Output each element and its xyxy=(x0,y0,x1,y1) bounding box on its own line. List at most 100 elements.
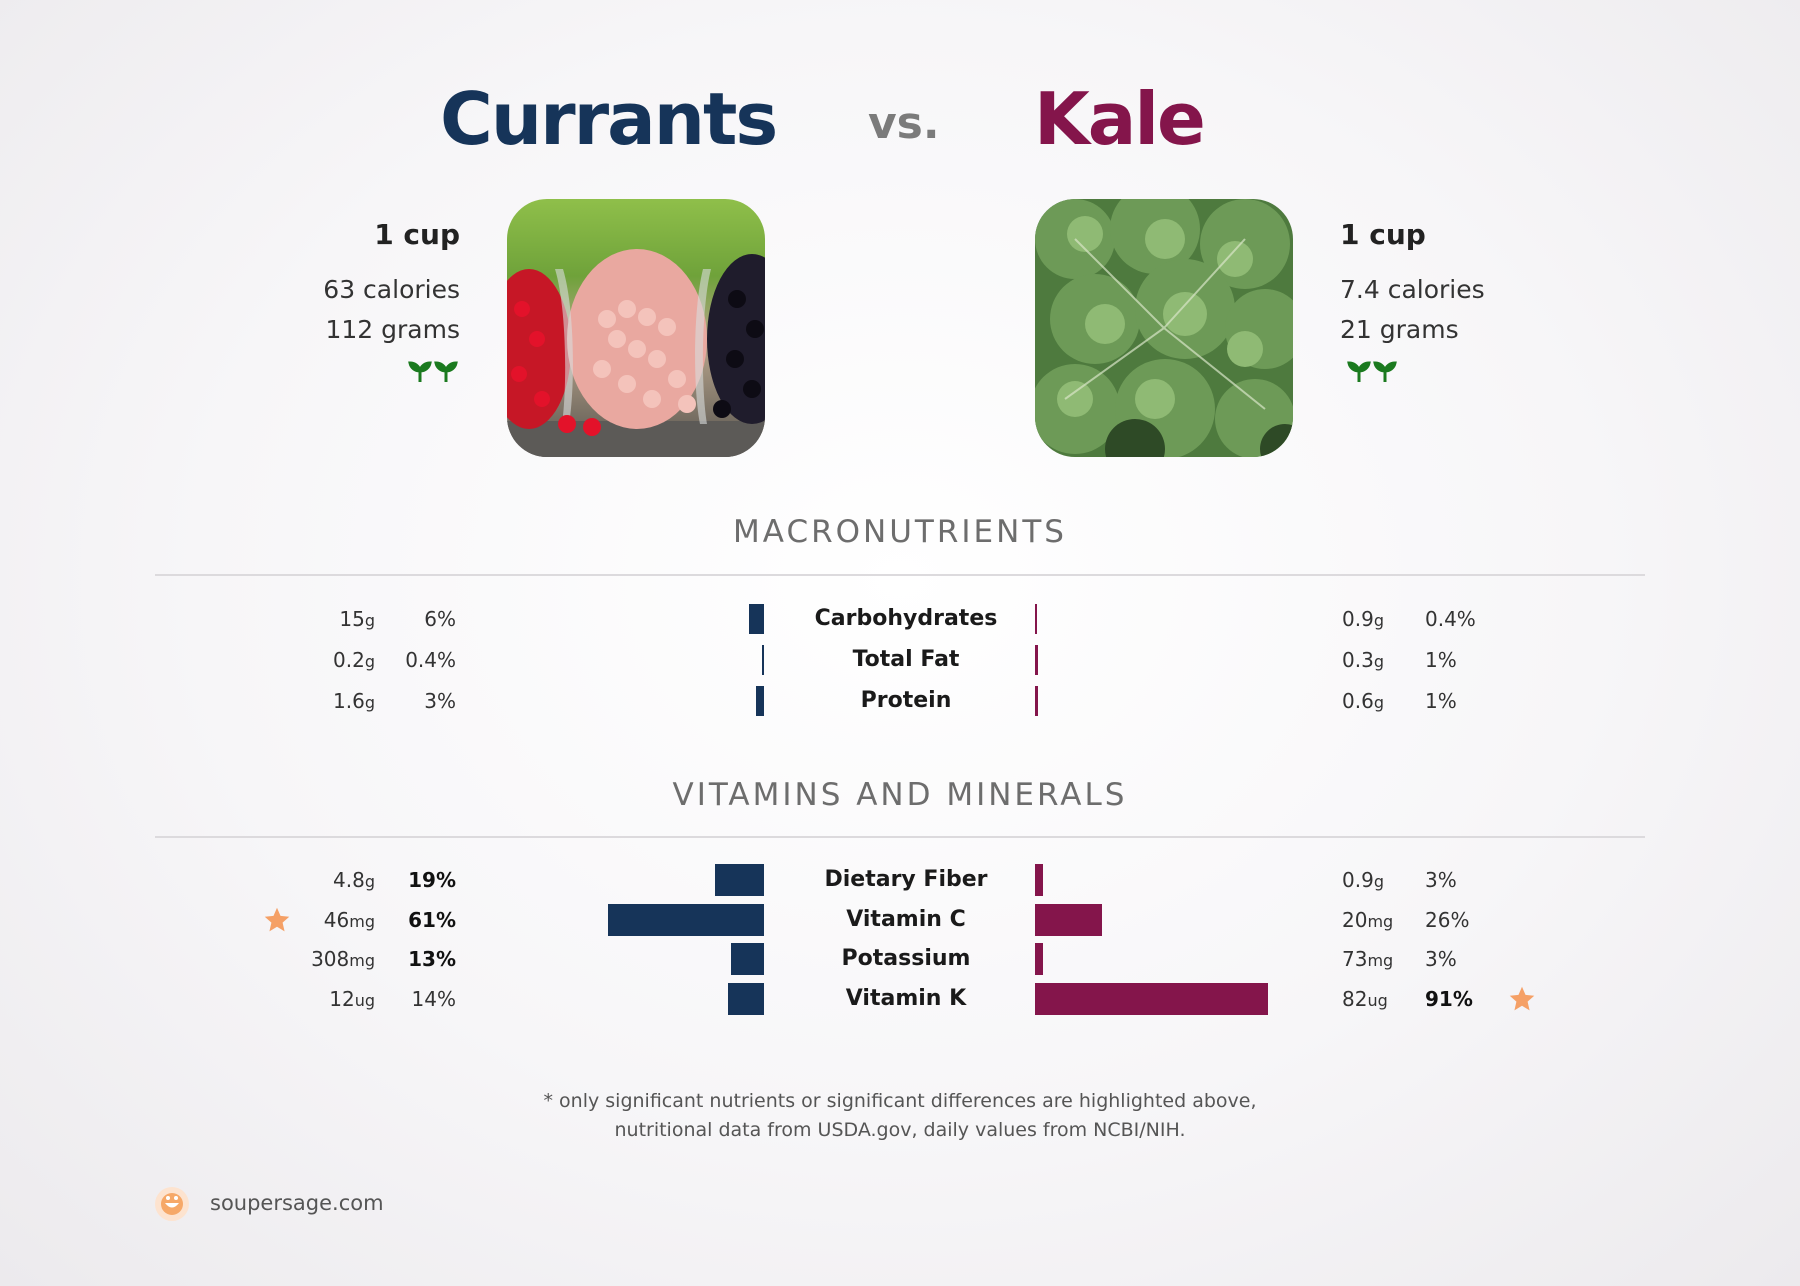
right-highlight-star-icon xyxy=(1508,985,1536,1018)
left-daily-value: 19% xyxy=(408,868,456,892)
right-amount: 20mg xyxy=(1342,907,1462,935)
right-bar xyxy=(1035,864,1043,896)
right-amount: 82ug xyxy=(1342,986,1462,1014)
right-daily-value: 26% xyxy=(1425,907,1470,932)
left-amount-unit: g xyxy=(364,652,375,671)
kale-photo xyxy=(1035,199,1293,457)
right-amount: 0.9g xyxy=(1342,867,1462,895)
soupersage-logo-icon xyxy=(154,1186,190,1227)
right-amount-value: 73 xyxy=(1342,947,1368,971)
left-calories: 63 calories xyxy=(323,275,460,304)
left-amount-unit: mg xyxy=(349,951,375,970)
left-bar xyxy=(728,982,764,1015)
nutrient-label: Potassium xyxy=(841,946,971,971)
right-bar xyxy=(1035,982,1268,1015)
right-amount-unit: mg xyxy=(1367,911,1394,931)
right-daily-value: 3% xyxy=(1425,947,1457,971)
left-daily-value: 61% xyxy=(408,907,456,932)
right-daily-value: 1% xyxy=(1425,648,1457,672)
macros-divider xyxy=(155,574,1645,576)
right-sprout-icon xyxy=(1347,360,1399,389)
right-food-title: Kale xyxy=(1034,77,1206,161)
right-amount-value: 0.9 xyxy=(1342,868,1374,892)
nutrient-label: Vitamin K xyxy=(845,985,967,1011)
left-bar xyxy=(715,864,764,896)
right-bar xyxy=(1035,903,1102,936)
right-bar xyxy=(1035,645,1038,675)
left-amount-value: 0.2 xyxy=(333,648,365,672)
left-amount-value: 1.6 xyxy=(333,689,365,713)
right-amount-unit: ug xyxy=(1367,990,1388,1010)
currants-photo xyxy=(507,199,765,457)
right-amount-value: 0.3 xyxy=(1342,648,1374,672)
nutrient-label: Dietary Fiber xyxy=(824,867,988,892)
right-bar xyxy=(1035,604,1037,634)
right-amount-unit: g xyxy=(1373,693,1384,712)
nutrient-label: Carbohydrates xyxy=(814,606,998,631)
right-amount-unit: g xyxy=(1373,611,1384,630)
left-amount-value: 46 xyxy=(323,907,350,932)
left-amount: 1.6g xyxy=(255,688,375,716)
right-amount: 0.9g xyxy=(1342,606,1462,634)
left-amount: 4.8g xyxy=(255,867,375,895)
left-bar xyxy=(762,645,764,675)
left-amount: 15g xyxy=(255,606,375,634)
macronutrients-heading: MACRONUTRIENTS xyxy=(733,514,1067,550)
left-amount: 46mg xyxy=(255,907,375,935)
nutrient-label: Vitamin C xyxy=(846,906,966,932)
nutrient-label: Total Fat xyxy=(852,647,960,672)
left-daily-value: 0.4% xyxy=(405,648,456,672)
left-amount-unit: g xyxy=(364,611,375,630)
left-bar xyxy=(748,604,764,634)
left-food-title: Currants xyxy=(440,77,778,161)
footnote-line-1: * only significant nutrients or signific… xyxy=(543,1090,1257,1112)
left-amount-value: 4.8 xyxy=(333,868,365,892)
left-amount-value: 15 xyxy=(339,607,365,631)
left-serving: 1 cup xyxy=(374,218,460,251)
right-amount-unit: g xyxy=(1373,652,1384,671)
right-amount: 73mg xyxy=(1342,946,1462,974)
right-bar xyxy=(1035,686,1038,716)
right-serving: 1 cup xyxy=(1340,218,1426,251)
left-amount-value: 308 xyxy=(311,947,350,971)
left-amount-unit: mg xyxy=(349,911,375,931)
left-bar xyxy=(756,686,764,716)
footnote-line-2: nutritional data from USDA.gov, daily va… xyxy=(614,1119,1186,1141)
left-amount: 0.2g xyxy=(255,647,375,675)
vitamins-heading: VITAMINS AND MINERALS xyxy=(672,777,1128,813)
vitamins-divider xyxy=(155,836,1645,838)
left-grams: 112 grams xyxy=(325,315,460,344)
right-amount-value: 20 xyxy=(1342,907,1368,932)
nutrient-label: Protein xyxy=(860,688,952,713)
vs-label: vs. xyxy=(868,98,940,149)
right-grams: 21 grams xyxy=(1340,315,1459,344)
right-calories: 7.4 calories xyxy=(1340,275,1485,304)
right-daily-value: 1% xyxy=(1425,689,1457,713)
brand-name[interactable]: soupersage.com xyxy=(210,1191,384,1215)
left-daily-value: 14% xyxy=(411,986,456,1011)
left-amount-unit: g xyxy=(364,872,375,891)
right-amount-value: 0.9 xyxy=(1342,607,1374,631)
left-daily-value: 6% xyxy=(424,607,456,631)
left-highlight-star-icon xyxy=(263,906,291,939)
right-amount: 0.3g xyxy=(1342,647,1462,675)
left-amount-unit: g xyxy=(364,693,375,712)
right-daily-value: 91% xyxy=(1425,986,1473,1011)
left-daily-value: 13% xyxy=(408,947,456,971)
right-amount-value: 0.6 xyxy=(1342,689,1374,713)
left-bar xyxy=(730,943,764,975)
left-amount: 12ug xyxy=(255,986,375,1014)
right-bar xyxy=(1035,943,1043,975)
left-amount-unit: ug xyxy=(354,990,375,1010)
right-amount-unit: mg xyxy=(1367,951,1394,970)
right-daily-value: 3% xyxy=(1425,868,1457,892)
left-amount: 308mg xyxy=(255,946,375,974)
right-daily-value: 0.4% xyxy=(1425,607,1476,631)
right-amount-unit: g xyxy=(1373,872,1384,891)
left-amount-value: 12 xyxy=(329,986,355,1011)
left-bar xyxy=(607,903,764,936)
right-amount: 0.6g xyxy=(1342,688,1462,716)
left-daily-value: 3% xyxy=(424,689,456,713)
right-amount-value: 82 xyxy=(1342,986,1368,1011)
left-sprout-icon xyxy=(408,360,460,389)
